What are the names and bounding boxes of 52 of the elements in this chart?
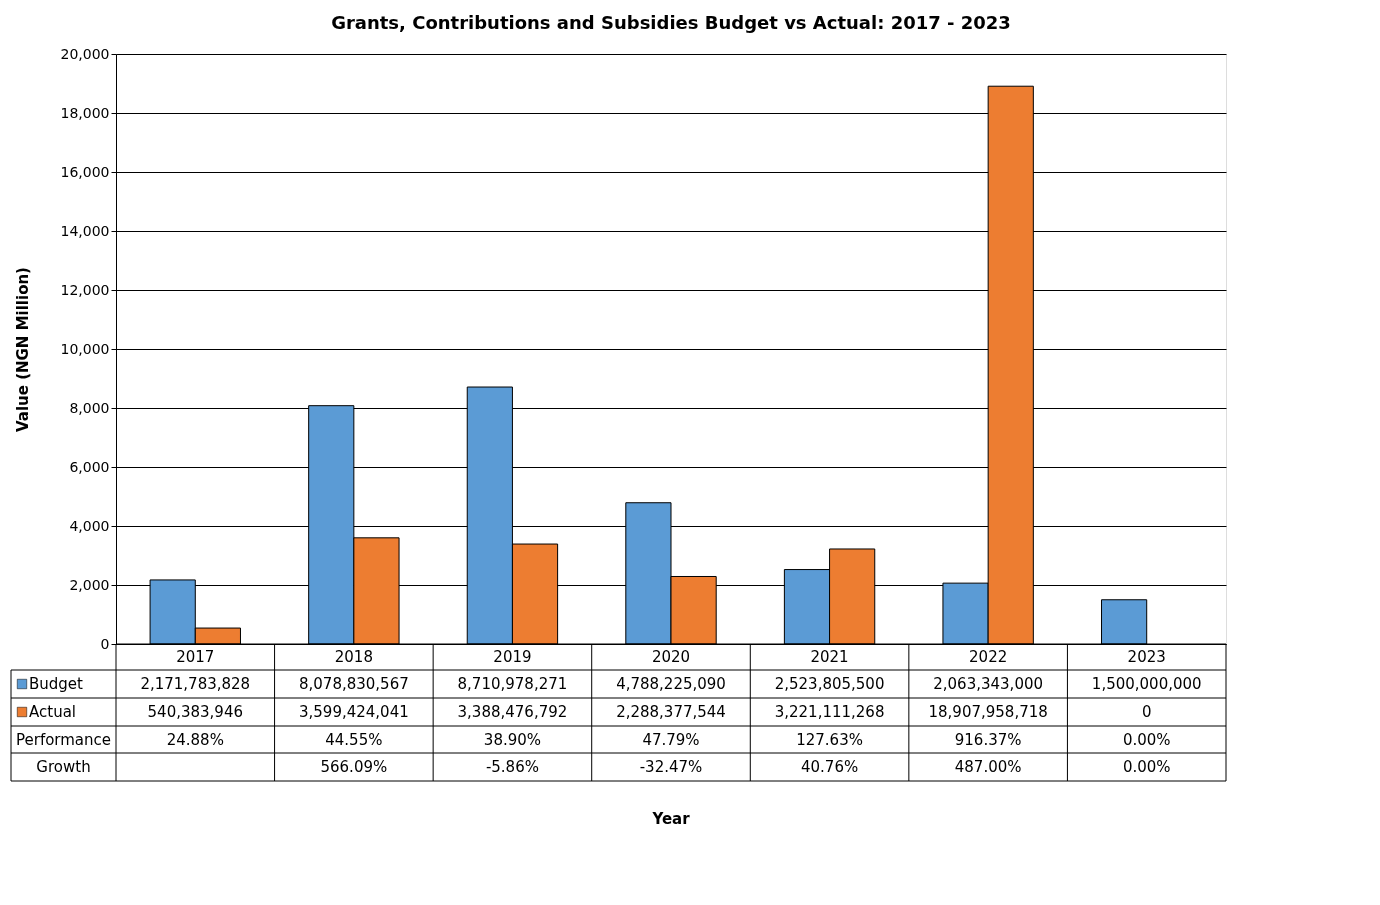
- text: 127.63%: [796, 730, 863, 749]
- y-tick-label: 18,000: [60, 104, 110, 121]
- legend-label: Actual: [29, 703, 76, 721]
- text: 1,500,000,000: [1091, 675, 1202, 693]
- text: 4,788,225,090: [616, 675, 726, 693]
- x-tick-label: 2022: [969, 647, 1008, 666]
- text: 566.09%: [320, 758, 388, 776]
- x-tick-label: 2023: [1127, 647, 1166, 666]
- y-tick-label: 0: [100, 635, 110, 652]
- text: 44.55%: [325, 730, 383, 749]
- y-tick-label: 20,000: [60, 45, 110, 62]
- text: 3,221,111,268: [774, 703, 885, 721]
- text: 3,388,476,792: [457, 703, 568, 721]
- text: 2,523,805,500: [774, 675, 885, 693]
- text: 916.37%: [954, 730, 1022, 749]
- x-tick-label: 2018: [334, 647, 373, 666]
- y-tick-label: 8,000: [69, 399, 110, 416]
- y-tick-label: 14,000: [60, 222, 110, 239]
- y-tick-label: 2,000: [69, 576, 110, 593]
- text: 0.00%: [1122, 730, 1171, 749]
- text: Year: [651, 810, 691, 828]
- text: 3,599,424,041: [298, 703, 409, 721]
- x-tick-label: 2020: [651, 647, 691, 666]
- y-tick-label: 10,000: [60, 340, 110, 357]
- x-tick-label: 2017: [176, 647, 215, 666]
- text: 2,171,783,828: [140, 675, 251, 693]
- text: 24.88%: [166, 730, 224, 749]
- y-tick-label: 12,000: [60, 281, 110, 298]
- text: 38.90%: [483, 730, 542, 749]
- y-tick-label: 6,000: [69, 458, 110, 475]
- text: 2,288,377,544: [616, 703, 726, 721]
- text: 40.76%: [800, 758, 859, 776]
- x-tick-label: 2021: [810, 647, 849, 666]
- text: 487.00%: [954, 758, 1022, 776]
- y-tick-label: 4,000: [69, 517, 110, 534]
- text: 0: [1141, 703, 1152, 721]
- text: 8,078,830,567: [298, 675, 409, 693]
- x-tick-label: 2019: [493, 647, 532, 666]
- y-axis-title: Value (NGN Million): [13, 267, 32, 432]
- text: -5.86%: [485, 758, 539, 776]
- text: -32.47%: [639, 758, 703, 776]
- text: 8,710,978,271: [457, 675, 568, 693]
- text: 2,063,343,000: [933, 675, 1044, 693]
- text: 0.00%: [1122, 758, 1171, 776]
- text: Performance: [15, 730, 112, 749]
- text: 18,907,958,718: [928, 703, 1048, 721]
- chart-title: Grants, Contributions and Subsidies Budget vs Actual: 2017 - 2023: [331, 12, 1011, 33]
- text: 47.79%: [642, 730, 700, 749]
- text: 540,383,946: [147, 703, 243, 721]
- legend-label: Budget: [29, 675, 84, 693]
- y-tick-label: 16,000: [60, 163, 110, 180]
- text: Growth: [36, 758, 91, 776]
